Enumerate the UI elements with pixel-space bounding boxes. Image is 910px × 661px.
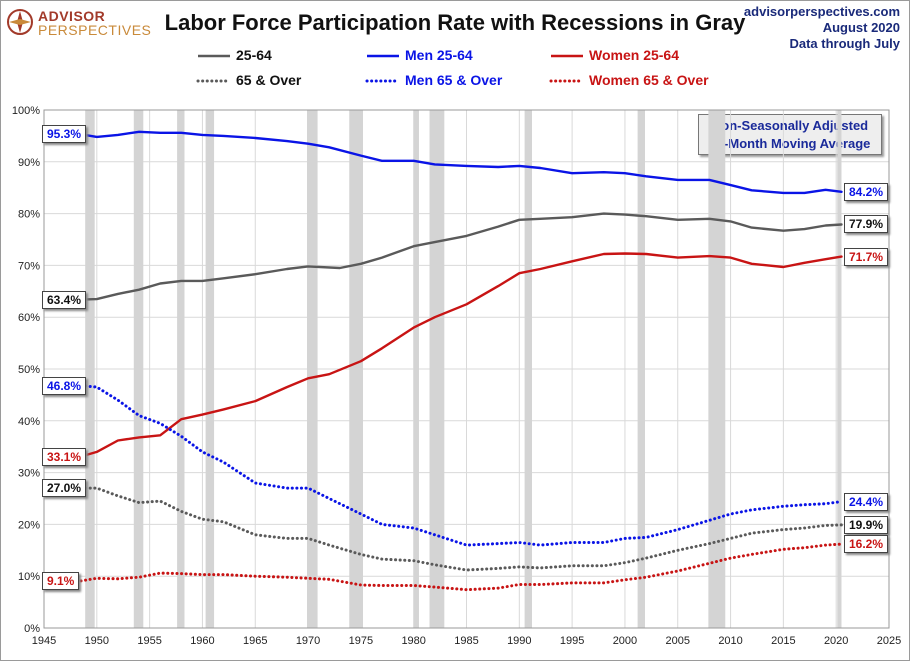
x-tick-label: 1990 bbox=[507, 635, 531, 647]
end-value-label: 19.9% bbox=[844, 515, 889, 534]
x-tick-label: 1950 bbox=[85, 635, 109, 647]
recession-bar bbox=[205, 110, 215, 628]
legend-label: Men 25-64 bbox=[405, 47, 473, 63]
recession-bar bbox=[637, 110, 646, 628]
y-tick-label: 20% bbox=[18, 519, 40, 531]
x-tick-label: 1980 bbox=[401, 635, 425, 647]
series-line bbox=[79, 384, 843, 547]
logo-text-advisor: ADVISOR bbox=[38, 8, 106, 24]
legend-swatch bbox=[365, 79, 401, 83]
recession-bar bbox=[349, 110, 363, 628]
x-tick-label: 1995 bbox=[560, 635, 584, 647]
legend-label: 25-64 bbox=[236, 47, 272, 63]
x-tick-label: 2015 bbox=[771, 635, 795, 647]
legend-swatch bbox=[198, 54, 230, 58]
start-value-label: 27.0% bbox=[42, 479, 87, 498]
legend-label: Women 65 & Over bbox=[589, 72, 709, 88]
legend-label: 65 & Over bbox=[236, 72, 302, 88]
y-tick-label: 10% bbox=[18, 571, 40, 583]
y-tick-label: 40% bbox=[18, 416, 40, 428]
brand-logo: ADVISOR PERSPECTIVES bbox=[6, 6, 156, 40]
x-tick-label: 2010 bbox=[718, 635, 742, 647]
recession-bar bbox=[708, 110, 726, 628]
x-tick-label: 1965 bbox=[243, 635, 267, 647]
legend-swatch bbox=[551, 54, 583, 58]
x-tick-label: 2005 bbox=[666, 635, 690, 647]
y-tick-label: 90% bbox=[18, 157, 40, 169]
y-tick-label: 100% bbox=[12, 105, 40, 117]
legend-swatch bbox=[367, 54, 399, 58]
series-line bbox=[79, 130, 843, 195]
legend-label: Women 25-64 bbox=[589, 47, 679, 63]
y-tick-label: 30% bbox=[18, 468, 40, 480]
x-tick-label: 2025 bbox=[877, 635, 901, 647]
legend-label: Men 65 & Over bbox=[405, 72, 503, 88]
start-value-label: 63.4% bbox=[42, 290, 87, 309]
x-tick-label: 2020 bbox=[824, 635, 848, 647]
end-value-label: 77.9% bbox=[844, 215, 889, 234]
source-date: August 2020 bbox=[822, 20, 900, 35]
recession-bar bbox=[307, 110, 318, 628]
series-line bbox=[79, 212, 843, 301]
x-tick-label: 1960 bbox=[190, 635, 214, 647]
x-tick-label: 1955 bbox=[137, 635, 161, 647]
end-value-label: 71.7% bbox=[844, 247, 889, 266]
start-value-label: 9.1% bbox=[42, 571, 80, 590]
series-line bbox=[79, 542, 843, 592]
y-tick-label: 80% bbox=[18, 209, 40, 221]
recession-bar bbox=[177, 110, 185, 628]
recession-bar bbox=[429, 110, 445, 628]
source-data-through: Data through July bbox=[789, 36, 900, 51]
x-tick-label: 1970 bbox=[296, 635, 320, 647]
end-value-label: 84.2% bbox=[844, 182, 889, 201]
start-value-label: 46.8% bbox=[42, 376, 87, 395]
y-tick-label: 0% bbox=[24, 623, 40, 635]
y-tick-label: 50% bbox=[18, 364, 40, 376]
x-tick-label: 2000 bbox=[613, 635, 637, 647]
adjustment-note: Non-Seasonally Adjusted 12-Month Moving … bbox=[698, 114, 882, 155]
recession-bar bbox=[133, 110, 144, 628]
x-tick-label: 1945 bbox=[32, 635, 56, 647]
end-value-label: 16.2% bbox=[844, 535, 889, 554]
chart-title: Labor Force Participation Rate with Rece… bbox=[164, 10, 746, 35]
start-value-label: 95.3% bbox=[42, 125, 87, 144]
source-url[interactable]: advisorperspectives.com bbox=[743, 4, 900, 19]
logo-text-perspectives: PERSPECTIVES bbox=[38, 22, 152, 38]
recession-bar bbox=[413, 110, 419, 628]
start-value-label: 33.1% bbox=[42, 447, 87, 466]
series-line bbox=[79, 252, 843, 458]
y-tick-label: 60% bbox=[18, 312, 40, 324]
compass-icon bbox=[7, 9, 33, 35]
y-tick-label: 70% bbox=[18, 260, 40, 272]
x-tick-label: 1975 bbox=[349, 635, 373, 647]
note-line-2: 12-Month Moving Average bbox=[709, 136, 871, 151]
source-info: advisorperspectives.com August 2020 Data… bbox=[744, 4, 900, 52]
series-line bbox=[79, 486, 843, 572]
x-tick-label: 1985 bbox=[454, 635, 478, 647]
end-value-label: 24.4% bbox=[844, 492, 889, 511]
legend-swatch bbox=[196, 79, 232, 83]
recession-bar bbox=[524, 110, 532, 628]
legend-swatch bbox=[549, 79, 585, 83]
plot-border bbox=[43, 109, 890, 629]
recession-bar bbox=[837, 110, 842, 628]
recession-bar bbox=[85, 110, 95, 628]
note-line-1: Non-Seasonally Adjusted bbox=[711, 118, 869, 133]
